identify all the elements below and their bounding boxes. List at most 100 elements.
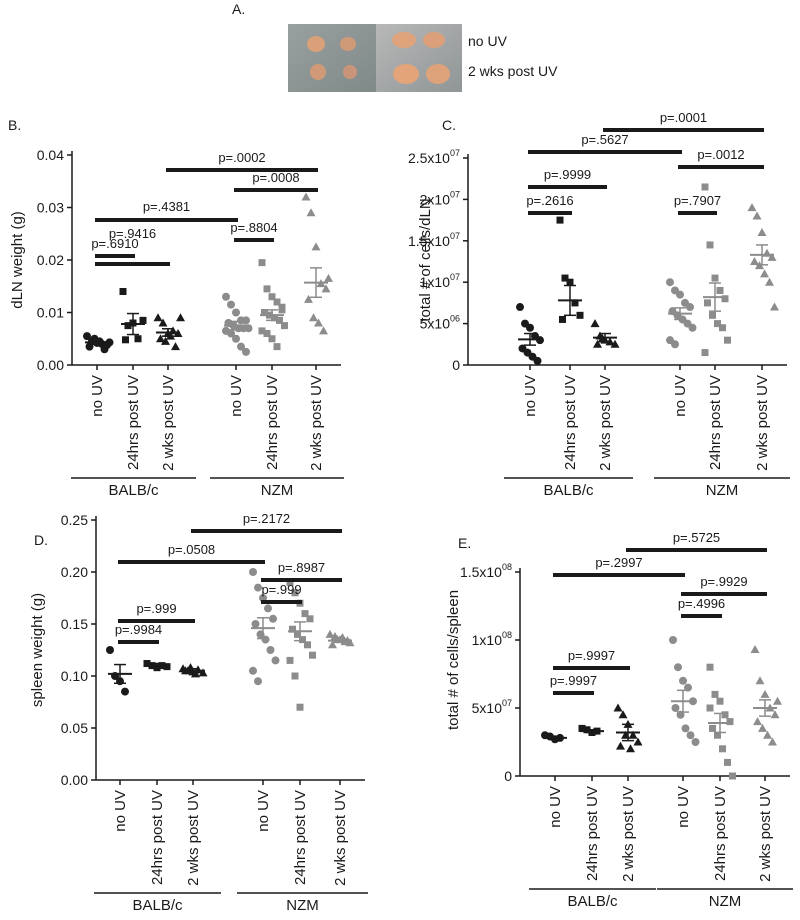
y-tick-label: 0.01 [37,305,64,321]
point [227,329,235,338]
point [711,690,719,698]
x-tick-label: 24hrs post UV [584,786,601,881]
x-tick-label: no UV [112,790,129,832]
point [281,322,288,330]
x-tick-label: 24hrs post UV [562,375,579,470]
point [526,323,534,332]
x-tick-label: 24hrs post UV [264,375,281,470]
point [613,703,623,712]
p-value: p=.4381 [143,199,190,214]
point [706,663,714,671]
point [301,192,311,201]
tick-text: 1x10 [472,632,503,648]
p-value: p=.9999 [544,167,591,182]
tick-exponent: 07 [450,148,460,158]
p-value: p=.0508 [168,542,215,557]
point [163,663,171,671]
point [286,656,294,664]
point [750,645,760,654]
point [311,242,321,251]
point [686,731,695,740]
point [757,228,767,237]
x-tick-label: no UV [228,375,245,417]
y-tick-label: 0.25 [61,512,88,528]
lymph-node [340,37,356,51]
panel-label: B. [8,117,21,133]
x-tick-label: no UV [522,375,539,417]
point [686,303,694,312]
tick-text: 0.20 [61,564,88,580]
point [516,303,524,312]
y-tick-label: 5x1006 [420,314,460,332]
column-label: BALB/c [308,7,355,23]
y-axis-label: total # of cells/spleen [445,590,462,730]
tick-exponent: 07 [450,189,460,199]
x-tick-label: 2 wks post UV [160,375,177,471]
tick-text: 0.04 [37,147,64,163]
point [704,299,711,307]
point [533,356,542,365]
point [139,316,147,324]
panel-label: C. [442,117,456,133]
point [249,568,257,576]
y-tick-label: 0.05 [61,720,88,736]
point [716,697,724,705]
point [763,730,772,739]
point [124,322,132,330]
point [706,241,714,249]
tick-text: 5x10 [472,700,503,716]
point [676,290,684,299]
p-value: p=.2997 [595,555,642,570]
point [232,334,240,343]
point [729,772,736,780]
group-label: NZM [706,482,739,499]
tick-exponent: 07 [502,698,512,708]
point [714,731,721,739]
point [593,339,602,348]
point [688,323,697,332]
tick-text: 0.25 [61,512,88,528]
tick-text: 1.5x10 [408,233,450,249]
y-tick-label: 0.04 [37,147,64,163]
point [119,288,127,295]
point [242,347,250,356]
p-value: p=.6910 [91,236,138,251]
tick-text: 0.02 [37,252,64,268]
point [258,327,266,335]
point [709,724,716,732]
tick-text: 1x10 [420,274,451,290]
point [719,324,726,332]
point [752,211,762,220]
p-value: p=.9416 [109,226,156,241]
panel-a: A. BALB/c NZM no UV 2 wks post UV [232,1,558,92]
point [105,338,114,347]
point [747,203,757,212]
p-value: p=.0008 [252,170,299,185]
point [161,336,170,345]
p-value: p=.4996 [678,596,725,611]
point [296,703,304,711]
point [254,583,262,592]
x-tick-label: 2 wks post UV [754,375,771,471]
panel-label: E. [458,535,471,551]
point [276,316,283,324]
point [254,677,262,686]
group-label: BALB/c [108,482,159,499]
tick-text: 0.15 [61,616,88,632]
point [324,273,333,282]
tick-text: 2.5x10 [408,150,450,166]
point [714,320,721,328]
point [269,614,277,623]
y-tick-label: 5x1007 [472,698,512,716]
point [237,342,245,351]
point [278,303,286,311]
point [325,629,335,638]
point [760,689,770,698]
point [767,252,777,261]
point [286,578,294,586]
point [616,741,625,750]
p-value: p=.5627 [581,132,628,147]
group-label: NZM [286,897,319,914]
point [261,309,268,316]
point [773,696,782,705]
